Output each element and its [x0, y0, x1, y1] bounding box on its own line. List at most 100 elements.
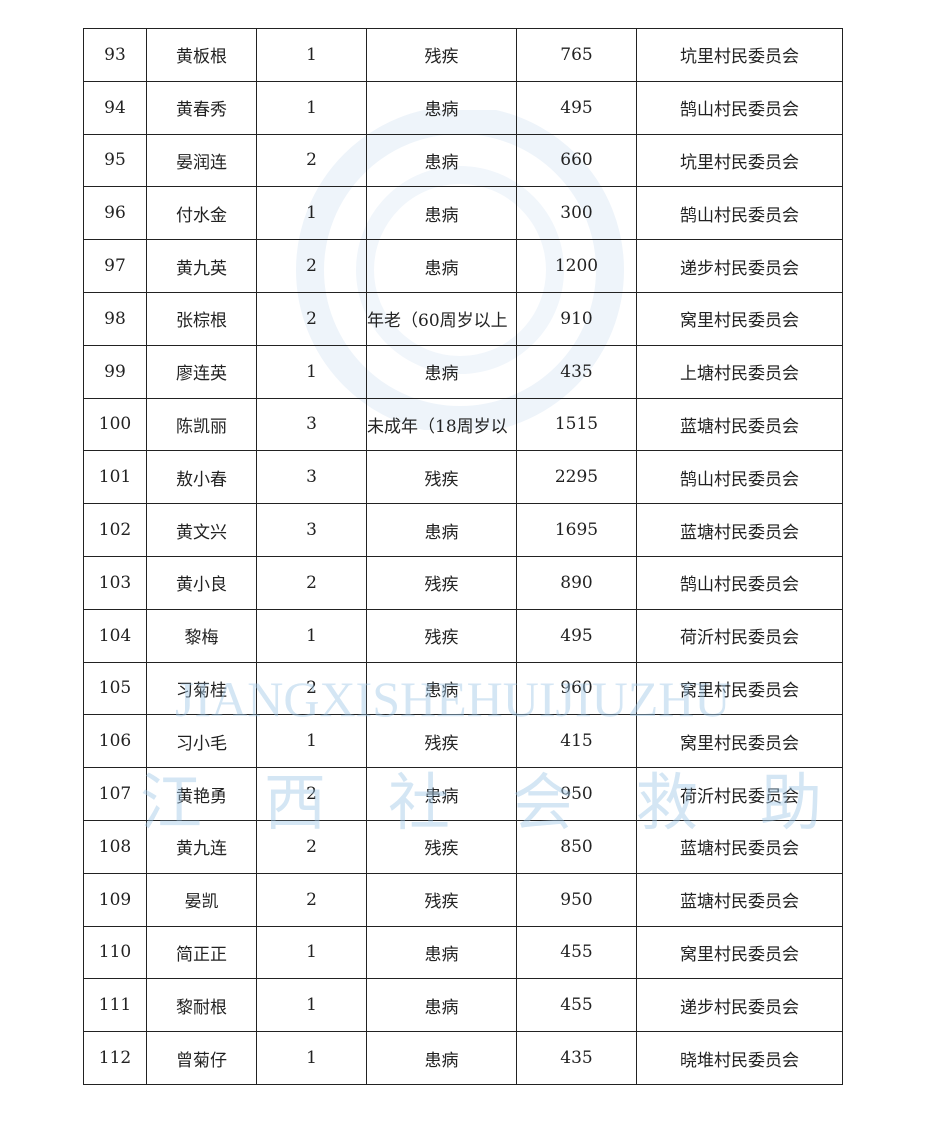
cell-reason: 患病	[366, 186, 517, 241]
cell-name: 黄春秀	[146, 80, 257, 135]
cell-name: 敖小春	[146, 450, 257, 505]
cell-committee: 坑里村民委员会	[636, 28, 843, 82]
cell-name: 习菊桂	[146, 661, 257, 716]
cell-no: 95	[83, 133, 147, 188]
cell-name: 陈凯丽	[146, 397, 257, 452]
cell-amount: 950	[516, 767, 637, 821]
cell-name: 习小毛	[146, 714, 257, 769]
cell-name: 廖连英	[146, 344, 257, 399]
cell-reason: 残疾	[366, 872, 517, 927]
cell-amount: 1200	[516, 239, 637, 293]
cell-no: 112	[83, 1031, 147, 1085]
cell-name: 张棕根	[146, 291, 257, 346]
cell-count: 1	[256, 925, 367, 980]
table-row: 102 黄文兴 3 患病 1695 蓝塘村民委员会	[83, 503, 843, 557]
cell-committee: 蓝塘村民委员会	[636, 503, 843, 557]
cell-count: 2	[256, 555, 367, 610]
table-row: 109 晏凯 2 残疾 950 蓝塘村民委员会	[83, 872, 843, 927]
cell-reason: 患病	[366, 1031, 517, 1085]
cell-reason: 患病	[366, 767, 517, 821]
table-row: 100 陈凯丽 3 未成年（18周岁以 1515 蓝塘村民委员会	[83, 397, 843, 452]
cell-committee: 窝里村民委员会	[636, 925, 843, 980]
cell-amount: 415	[516, 714, 637, 769]
cell-count: 2	[256, 291, 367, 346]
cell-amount: 950	[516, 872, 637, 927]
cell-committee: 荷沂村民委员会	[636, 608, 843, 663]
table-row: 93 黄板根 1 残疾 765 坑里村民委员会	[83, 28, 843, 82]
cell-reason: 残疾	[366, 714, 517, 769]
cell-count: 1	[256, 28, 367, 82]
table-row: 99 廖连英 1 患病 435 上塘村民委员会	[83, 344, 843, 399]
cell-no: 98	[83, 291, 147, 346]
cell-reason: 患病	[366, 239, 517, 293]
cell-committee: 递步村民委员会	[636, 978, 843, 1033]
cell-committee: 鹄山村民委员会	[636, 555, 843, 610]
cell-committee: 蓝塘村民委员会	[636, 819, 843, 874]
cell-reason: 患病	[366, 133, 517, 188]
cell-committee: 上塘村民委员会	[636, 344, 843, 399]
cell-name: 黄板根	[146, 28, 257, 82]
table-row: 105 习菊桂 2 患病 960 窝里村民委员会	[83, 661, 843, 716]
cell-no: 110	[83, 925, 147, 980]
cell-no: 97	[83, 239, 147, 293]
cell-name: 黎耐根	[146, 978, 257, 1033]
table-row: 112 曾菊仔 1 患病 435 晓堆村民委员会	[83, 1031, 843, 1085]
cell-name: 简正正	[146, 925, 257, 980]
cell-reason: 患病	[366, 80, 517, 135]
cell-no: 102	[83, 503, 147, 557]
cell-count: 3	[256, 503, 367, 557]
cell-no: 108	[83, 819, 147, 874]
cell-committee: 荷沂村民委员会	[636, 767, 843, 821]
cell-count: 1	[256, 714, 367, 769]
cell-committee: 晓堆村民委员会	[636, 1031, 843, 1085]
cell-name: 黄九连	[146, 819, 257, 874]
cell-no: 104	[83, 608, 147, 663]
cell-committee: 递步村民委员会	[636, 239, 843, 293]
cell-reason: 年老（60周岁以上	[366, 291, 517, 346]
cell-count: 2	[256, 872, 367, 927]
cell-count: 3	[256, 450, 367, 505]
cell-no: 101	[83, 450, 147, 505]
table-row: 94 黄春秀 1 患病 495 鹄山村民委员会	[83, 80, 843, 135]
cell-reason: 患病	[366, 978, 517, 1033]
cell-amount: 495	[516, 608, 637, 663]
cell-amount: 910	[516, 291, 637, 346]
cell-no: 94	[83, 80, 147, 135]
cell-no: 100	[83, 397, 147, 452]
cell-amount: 455	[516, 925, 637, 980]
cell-count: 2	[256, 819, 367, 874]
cell-no: 93	[83, 28, 147, 82]
cell-amount: 1695	[516, 503, 637, 557]
cell-committee: 鹄山村民委员会	[636, 450, 843, 505]
cell-reason: 残疾	[366, 819, 517, 874]
cell-amount: 495	[516, 80, 637, 135]
cell-name: 晏润连	[146, 133, 257, 188]
table-row: 101 敖小春 3 残疾 2295 鹄山村民委员会	[83, 450, 843, 505]
cell-count: 1	[256, 608, 367, 663]
cell-reason: 患病	[366, 503, 517, 557]
cell-count: 1	[256, 1031, 367, 1085]
cell-committee: 鹄山村民委员会	[636, 80, 843, 135]
table-row: 110 简正正 1 患病 455 窝里村民委员会	[83, 925, 843, 980]
cell-reason: 患病	[366, 344, 517, 399]
cell-amount: 435	[516, 344, 637, 399]
cell-reason: 未成年（18周岁以	[366, 397, 517, 452]
cell-committee: 蓝塘村民委员会	[636, 397, 843, 452]
cell-count: 1	[256, 186, 367, 241]
cell-count: 2	[256, 661, 367, 716]
table-row: 97 黄九英 2 患病 1200 递步村民委员会	[83, 239, 843, 293]
cell-reason: 患病	[366, 661, 517, 716]
table-row: 104 黎梅 1 残疾 495 荷沂村民委员会	[83, 608, 843, 663]
cell-count: 1	[256, 80, 367, 135]
cell-count: 2	[256, 133, 367, 188]
cell-amount: 455	[516, 978, 637, 1033]
cell-name: 晏凯	[146, 872, 257, 927]
cell-count: 2	[256, 767, 367, 821]
cell-amount: 300	[516, 186, 637, 241]
cell-committee: 窝里村民委员会	[636, 714, 843, 769]
cell-amount: 660	[516, 133, 637, 188]
table-row: 96 付水金 1 患病 300 鹄山村民委员会	[83, 186, 843, 241]
cell-count: 3	[256, 397, 367, 452]
table-row: 108 黄九连 2 残疾 850 蓝塘村民委员会	[83, 819, 843, 874]
table-row: 111 黎耐根 1 患病 455 递步村民委员会	[83, 978, 843, 1033]
